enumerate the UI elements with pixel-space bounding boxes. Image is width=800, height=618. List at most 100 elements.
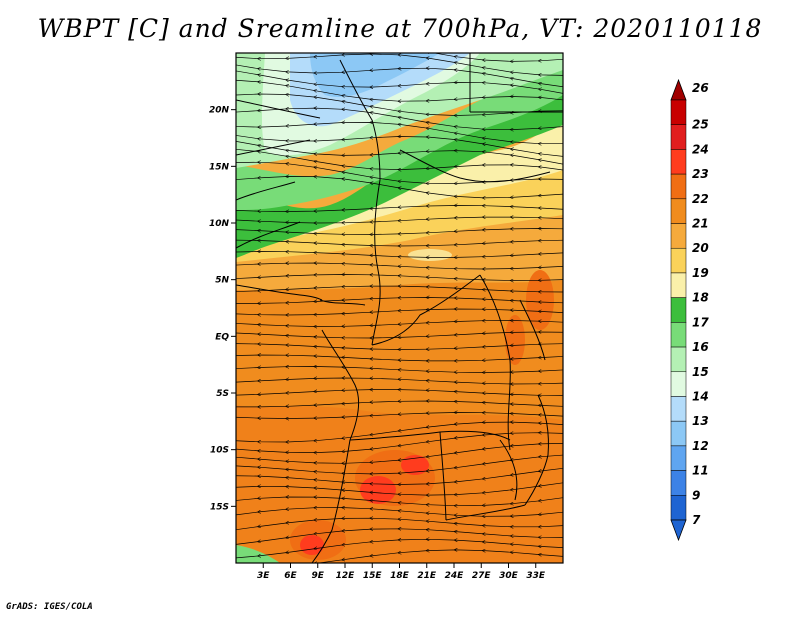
lon-tick-label: 33E [526,571,546,581]
streamlines [231,53,563,563]
border-line-4 [236,181,296,201]
credit-label: GrADS: IGES/COLA [6,602,93,612]
colorbar-segment [670,346,687,373]
streamline [236,390,563,396]
lat-tick-label: 15N [209,162,230,172]
streamline [236,401,563,407]
lat-tick-label: 20N [209,106,230,116]
streamline [236,240,563,246]
border-line-9 [371,274,481,346]
streamline [236,252,563,258]
streamline [236,482,563,495]
colorbar-segment [670,173,687,200]
colorbar-segment [670,445,687,471]
border-line-10 [479,274,511,451]
border-line-14 [445,504,526,521]
lat-tick-label: 5S [216,389,229,399]
streamline [236,378,563,384]
streamline [231,550,563,563]
streamline [236,344,563,350]
colorbar-label: 20 [692,241,709,255]
border-line-8 [321,329,360,441]
field-hotspot-5 [300,535,324,555]
colorbar-label: 15 [692,365,709,379]
colorbar-label: 17 [692,315,709,329]
lon-tick-label: 21E [417,571,437,581]
map-area [231,53,563,563]
border-line-5 [236,139,311,156]
streamline [236,286,563,292]
colorbar-top-cap [670,78,687,101]
field-cream-patch [408,249,452,261]
colorbar-label: 24 [692,142,709,156]
colorbar-bottom-cap [670,519,687,542]
colorbar-segment [670,420,687,447]
border-line-18 [399,149,551,183]
colorbar-label: 21 [692,217,709,231]
colorbar-label: 25 [692,118,709,132]
lon-tick-label: 30E [499,571,519,581]
colorbar-label: 7 [692,513,701,527]
lon-tick-label: 18E [390,571,410,581]
colorbar-label: 23 [692,167,709,181]
colorbar: 26 25 24 23 22 21 20 19 18 17 16 15 14 13 12 11 9 7 [670,78,709,542]
colorbar-label: 13 [692,414,709,428]
streamline [236,229,563,235]
colorbar-segment [670,371,687,397]
border-line-15 [524,394,549,506]
streamline [236,206,563,212]
lon-tick-label: 15E [363,571,383,581]
streamline [236,367,563,373]
colorbar-label: 16 [692,340,709,354]
colorbar-segment [670,322,687,348]
lon-tick-label: 3E [257,571,270,581]
colorbar-segment [670,470,687,496]
streamline [236,309,563,315]
colorbar-label: 9 [692,488,700,502]
country-borders [236,53,563,563]
border-line-20 [339,59,381,181]
chart-title: WBPT [C] and Sreamline at 700hPa, VT: 20… [37,14,763,43]
colorbar-label: 14 [692,389,709,403]
colorbar-segment [670,396,687,422]
streamline [236,177,563,198]
lon-tick-label: 27E [472,571,492,581]
field-hotspot-7 [505,315,525,365]
streamline [236,217,563,223]
lat-tick-label: 10N [209,219,230,229]
colorbar-segment [670,99,687,125]
streamline [236,355,563,361]
colorbar-segment [670,495,687,521]
colorbar-segment [670,149,687,175]
border-line-7 [319,299,366,306]
streamline [236,263,563,269]
border-line-19 [236,284,323,301]
colorbar-segment [670,124,687,150]
streamline [236,518,563,531]
colorbar-segment [670,297,687,323]
colorbar-label: 18 [692,291,709,305]
lon-tick-label: 9E [312,571,325,581]
colorbar-segment [670,272,687,298]
streamline [236,413,563,419]
streamline [236,332,563,338]
border-line-17 [499,439,518,501]
colorbar-label: 12 [692,439,709,453]
lat-tick-label: 10S [210,446,229,456]
border-line-13 [439,431,447,521]
streamline [236,321,563,327]
colorbar-label: 26 [692,81,709,95]
colorbar-label: 11 [692,464,709,478]
streamline [236,497,563,506]
colorbar-segment [670,198,687,224]
border-line-3 [236,221,301,249]
colorbar-label: 19 [692,266,709,280]
colorbar-label: 22 [692,192,709,206]
lon-tick-label: 6E [284,571,297,581]
border-line-12 [311,439,351,563]
colorbar-segment [670,247,687,274]
colorbar-segment [670,223,687,249]
streamline [236,275,563,281]
border-line-21 [236,99,321,119]
